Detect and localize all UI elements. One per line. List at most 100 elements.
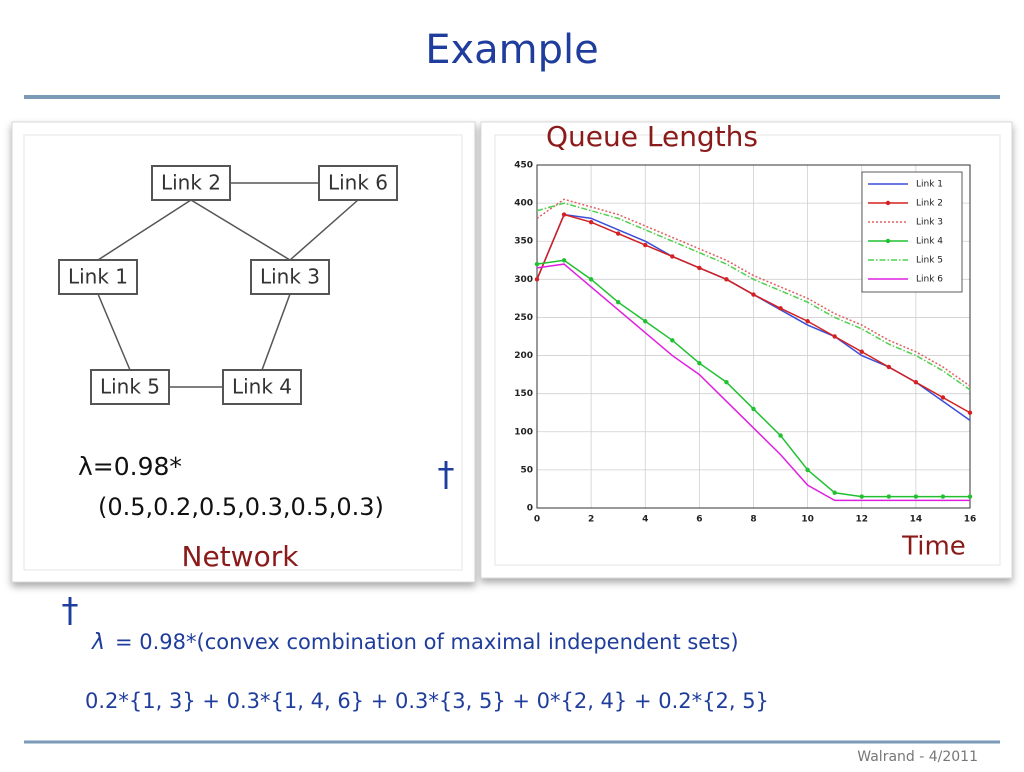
series-marker — [561, 212, 567, 217]
series-marker — [967, 410, 973, 415]
y-tick-label: 150 — [514, 389, 533, 399]
x-tick-label: 14 — [910, 515, 923, 525]
x-tick-label: 16 — [964, 515, 977, 525]
node-label: Link 5 — [100, 375, 160, 399]
series-line — [536, 198, 971, 387]
series-marker — [724, 277, 729, 282]
series-marker — [940, 395, 946, 400]
series-marker — [832, 490, 837, 495]
legend-label: Link 4 — [916, 237, 943, 247]
x-tick-label: 10 — [801, 515, 814, 525]
legend-label: Link 2 — [916, 199, 943, 209]
legend-label: Link 6 — [916, 275, 943, 285]
series-marker — [967, 494, 973, 499]
edge — [97, 199, 192, 261]
x-tick-label: 0 — [534, 515, 540, 525]
note-line: 0.2*{1, 3} + 0.3*{1, 4, 6} + 0.3*{3, 5} … — [85, 689, 769, 713]
x-tick-label: 4 — [642, 515, 648, 525]
chart-title: Queue Lengths — [546, 120, 758, 153]
note-line: = 0.98*(convex combination of maximal in… — [115, 630, 739, 654]
series-marker — [615, 300, 621, 305]
series-marker — [615, 231, 621, 236]
series-line — [536, 202, 971, 391]
dagger: † — [438, 455, 455, 495]
plot-frame — [536, 164, 971, 509]
node-label: Link 2 — [161, 171, 221, 195]
series-marker — [940, 494, 946, 499]
y-tick-label: 350 — [514, 237, 533, 247]
y-tick-label: 300 — [514, 275, 533, 285]
node — [250, 259, 330, 295]
edge — [97, 293, 131, 371]
footer: Walrand - 4/2011 — [857, 749, 978, 765]
series-marker — [832, 334, 837, 339]
rate-vector: (0.5,0.2,0.5,0.3,0.5,0.3) — [98, 493, 384, 521]
node-label: Link 6 — [328, 171, 388, 195]
series-marker — [588, 219, 594, 225]
series-marker — [778, 433, 783, 438]
series-marker — [588, 277, 594, 282]
legend-box — [861, 171, 963, 293]
rate-label: λ=0.98* — [78, 452, 182, 481]
series-marker — [859, 494, 864, 499]
series-marker — [859, 349, 864, 354]
y-tick-label: 0 — [527, 504, 533, 514]
series-marker — [751, 406, 756, 412]
x-tick-label: 6 — [696, 515, 702, 525]
y-tick-label: 200 — [514, 351, 533, 361]
node — [151, 165, 231, 201]
edge — [261, 293, 291, 371]
x-tick-label: 8 — [750, 515, 756, 525]
series-marker — [805, 467, 810, 473]
network-caption: Network — [182, 540, 300, 573]
note-marker: † — [62, 591, 79, 631]
note-symbol: λ — [91, 630, 105, 655]
slide-title: Example — [425, 27, 599, 73]
x-tick-label: 12 — [855, 515, 868, 525]
series-marker — [913, 380, 919, 385]
series-marker — [643, 242, 648, 248]
y-tick-label: 400 — [514, 199, 533, 209]
series-marker — [751, 292, 756, 297]
node — [222, 369, 302, 405]
legend-marker — [885, 238, 891, 244]
legend-label: Link 5 — [916, 256, 943, 266]
series-marker — [561, 258, 567, 263]
x-axis-label: Time — [901, 532, 966, 562]
series-marker — [886, 494, 892, 499]
network-frame — [23, 134, 463, 571]
node-label: Link 4 — [232, 375, 292, 399]
series-marker — [670, 338, 675, 343]
series-marker — [534, 277, 540, 282]
line-chart: 0 50 100 150 200 250 300 350 400 450 0 2 4 6 8 10 12 14 16… — [514, 161, 976, 525]
series-marker — [697, 360, 702, 366]
y-tick-label: 450 — [514, 161, 533, 171]
series-marker — [724, 380, 729, 385]
series-marker — [805, 319, 810, 324]
x-tick-label: 2 — [588, 515, 594, 525]
node-label: Link 3 — [260, 265, 320, 289]
node-label: Link 1 — [68, 265, 128, 289]
legend: Link 1 Link 2 Link 3 Link 4 Link 5 Link 6 — [861, 171, 963, 293]
y-tick-label: 100 — [514, 427, 533, 437]
legend-marker — [885, 200, 891, 206]
y-tick-label: 250 — [514, 313, 533, 323]
series-marker — [778, 306, 783, 311]
series-marker — [697, 265, 702, 271]
edge — [289, 199, 359, 261]
edge — [190, 199, 291, 261]
node — [58, 259, 138, 295]
series-marker — [913, 494, 919, 499]
node — [90, 369, 170, 405]
series-marker — [886, 364, 892, 370]
series-line — [536, 263, 970, 502]
node — [318, 165, 398, 201]
series-marker — [643, 319, 648, 324]
legend-label: Link 3 — [916, 218, 943, 228]
y-tick-label: 50 — [520, 465, 533, 475]
legend-label: Link 1 — [916, 180, 943, 190]
series-marker — [534, 261, 540, 267]
series-marker — [670, 254, 675, 259]
network-diagram: Link 1 Link 2 Link 3 Link 4 Link 5 Link 6 — [58, 165, 398, 405]
